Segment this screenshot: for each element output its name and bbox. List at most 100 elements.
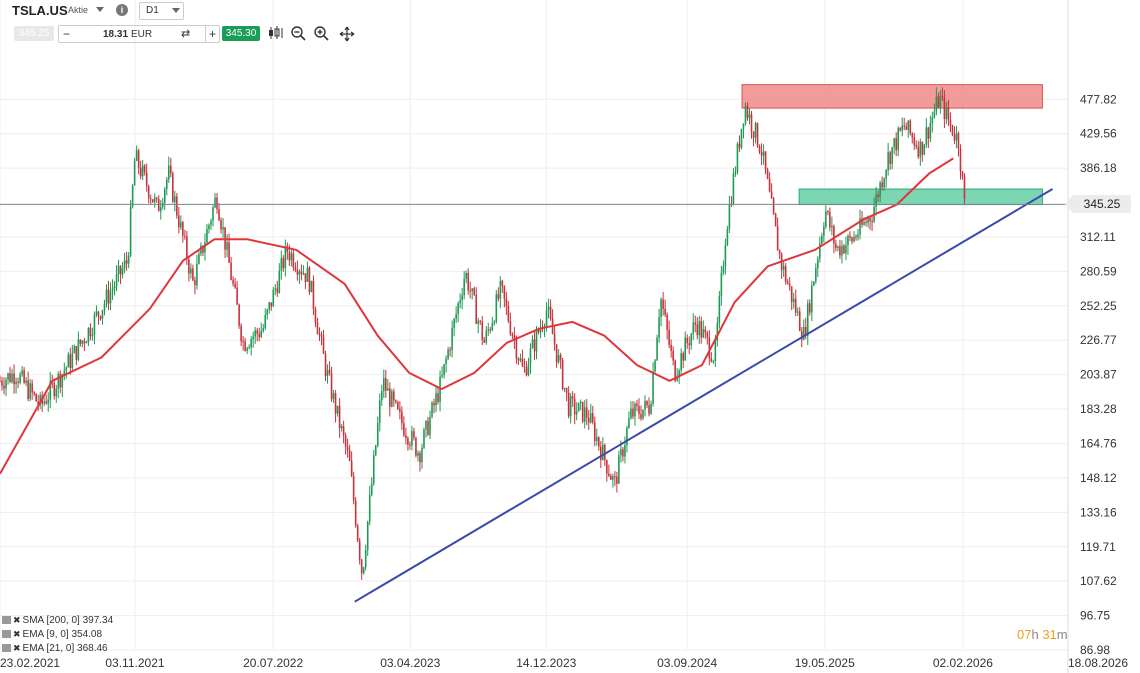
zoom-in-icon[interactable]: [314, 26, 329, 44]
candle-body: [419, 452, 421, 463]
quantity-value[interactable]: 18.31: [103, 29, 129, 40]
candle-body: [821, 235, 823, 244]
candle-body: [722, 266, 725, 273]
candle-body: [738, 143, 741, 148]
quantity-stepper[interactable]: − 18.31 EUR ⇄ +: [58, 25, 220, 43]
candle-body: [61, 374, 64, 388]
candle-body: [557, 355, 560, 363]
candle-body: [479, 320, 482, 322]
candle-body: [200, 245, 202, 254]
candle-body: [7, 373, 9, 380]
candle-body: [286, 246, 289, 253]
indicator-settings-icon[interactable]: [2, 616, 11, 625]
candle-body: [147, 186, 150, 199]
candle-body: [792, 298, 795, 303]
candle-body: [869, 218, 871, 222]
candle-body: [794, 298, 797, 313]
candle-body: [716, 323, 719, 341]
candle-body: [591, 413, 594, 423]
candle-body: [208, 224, 210, 230]
resistance-zone: [741, 84, 1043, 109]
candle-body: [9, 373, 11, 382]
candle-body: [11, 373, 13, 382]
candle-body: [565, 387, 568, 393]
caret-down-icon[interactable]: [96, 7, 104, 12]
candle-body: [861, 218, 863, 225]
candle-body: [91, 334, 94, 337]
candle-body: [527, 364, 530, 376]
bid-price-button[interactable]: 345.25: [14, 26, 54, 41]
candle-body: [280, 258, 283, 271]
candle-body: [704, 329, 707, 333]
candle-body: [642, 409, 644, 419]
trend-line-layer: [354, 188, 1054, 603]
x-tick-label: 03.11.2021: [105, 656, 164, 670]
candle-body: [326, 369, 329, 377]
candle-body: [652, 371, 654, 404]
y-tick-label: 312.11: [1080, 230, 1116, 244]
zoom-out-icon[interactable]: [291, 26, 306, 44]
candle-body: [893, 138, 895, 148]
remove-icon[interactable]: ✖: [13, 643, 21, 653]
candle-body: [668, 329, 670, 345]
remove-icon[interactable]: ✖: [13, 615, 21, 625]
remove-icon[interactable]: ✖: [13, 629, 21, 639]
y-tick-label: 96.75: [1080, 609, 1110, 623]
candle-body: [471, 288, 474, 292]
candle-body: [296, 269, 299, 275]
indicator-row-sma200[interactable]: ✖ SMA [200, 0] 397.34: [2, 613, 113, 627]
candle-body: [517, 358, 520, 361]
candle-body: [19, 374, 21, 383]
candle-body: [176, 196, 178, 216]
indicator-row-ema21[interactable]: ✖ EMA [21, 0] 368.46: [2, 641, 113, 655]
candle-body: [97, 311, 100, 317]
candle-body: [923, 144, 926, 155]
candle-body: [915, 144, 918, 147]
candle-body: [734, 171, 737, 174]
candle-body: [939, 95, 942, 108]
candle-body: [589, 413, 592, 423]
candle-body: [184, 235, 186, 237]
symbol-label[interactable]: TSLA.US: [12, 3, 68, 18]
candle-body: [161, 202, 164, 208]
timeframe-select[interactable]: D1: [139, 2, 184, 20]
ask-price-button[interactable]: 345.30: [222, 26, 260, 41]
decrement-button[interactable]: −: [63, 27, 71, 41]
candle-body: [79, 339, 82, 344]
candle-body: [760, 152, 763, 156]
candle-body: [955, 133, 958, 141]
candle-body: [250, 339, 252, 348]
candle-body: [0, 380, 1, 382]
candle-body: [358, 540, 361, 560]
candle-body: [133, 160, 136, 186]
indicator-settings-icon[interactable]: [2, 644, 11, 653]
candle-body: [87, 327, 90, 343]
candle-body: [519, 358, 522, 361]
candlestick-icon[interactable]: [268, 26, 284, 43]
candle-body: [29, 383, 31, 399]
y-tick-label: 86.98: [1080, 643, 1110, 657]
candle-body: [429, 416, 431, 435]
candle-body: [151, 199, 154, 203]
candle-body: [469, 290, 471, 292]
indicator-settings-icon[interactable]: [2, 630, 11, 639]
candle-body: [222, 227, 224, 230]
swap-icon[interactable]: ⇄: [181, 28, 191, 40]
info-icon[interactable]: i: [116, 4, 128, 16]
candle-body: [676, 376, 678, 381]
candle-body: [39, 395, 41, 405]
candle-body: [328, 369, 331, 374]
candle-body: [157, 198, 160, 212]
crosshair-icon[interactable]: [339, 26, 355, 45]
candle-body: [270, 302, 273, 307]
candle-body: [507, 305, 510, 321]
increment-button[interactable]: +: [205, 26, 216, 42]
candle-body: [101, 310, 104, 319]
candle-body: [393, 391, 395, 401]
indicator-row-ema9[interactable]: ✖ EMA [9, 0] 354.08: [2, 627, 113, 641]
indicator-legend: ✖ SMA [200, 0] 397.34 ✖ EMA [9, 0] 354.08 …: [2, 613, 113, 655]
candle-body: [525, 366, 528, 376]
candle-body: [457, 303, 459, 314]
candle-body: [672, 350, 674, 361]
